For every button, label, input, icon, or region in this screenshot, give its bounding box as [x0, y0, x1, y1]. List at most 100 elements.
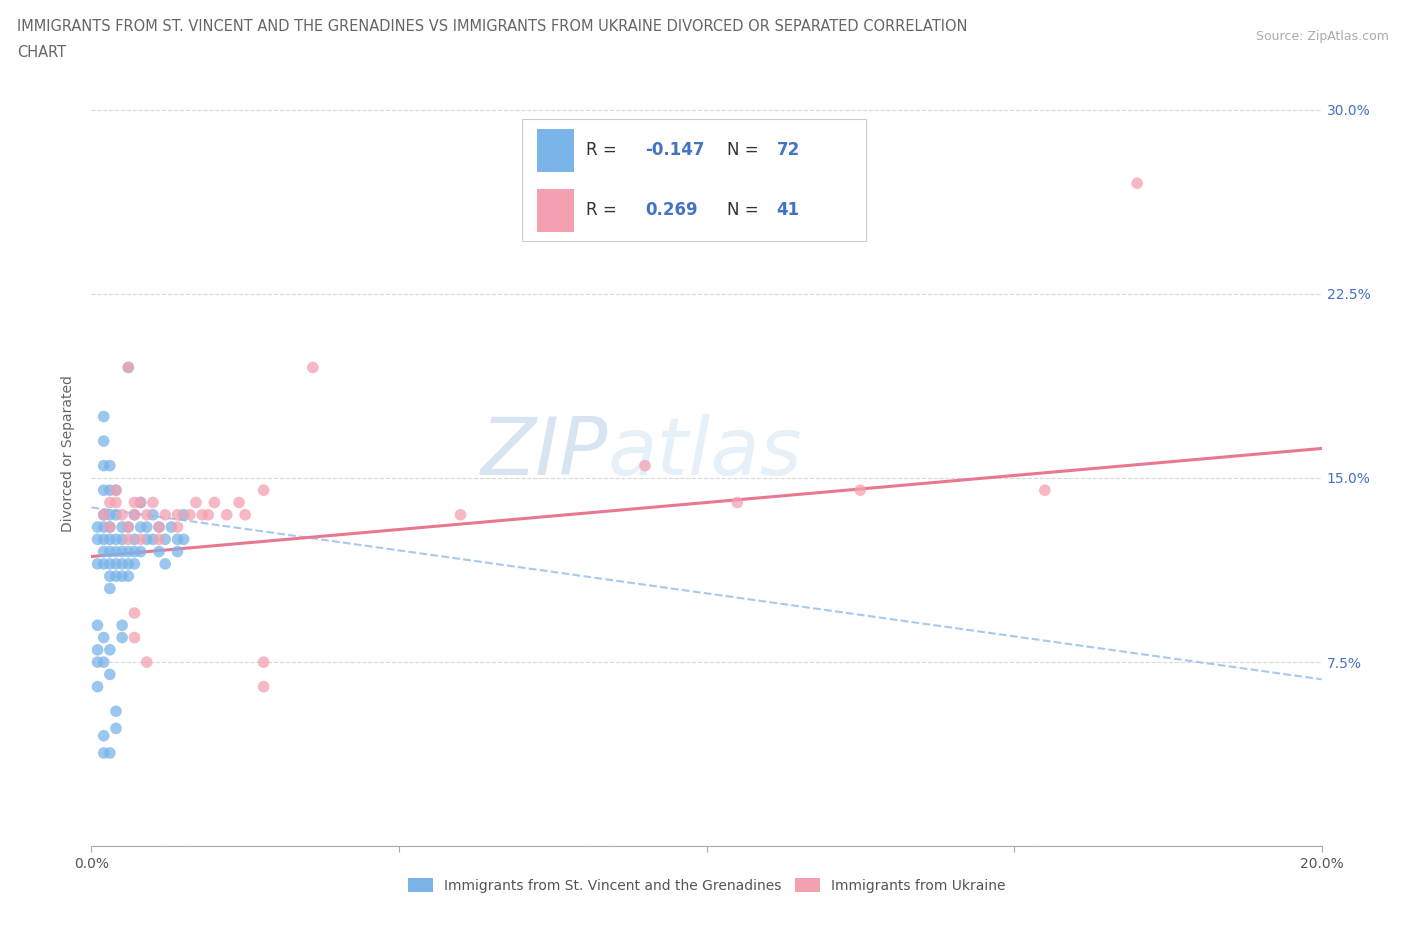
Point [105, 704, 127, 719]
Text: Source: ZipAtlas.com: Source: ZipAtlas.com [1256, 30, 1389, 43]
Point [98, 569, 121, 584]
Point [166, 520, 188, 535]
Point [253, 655, 276, 670]
Point [173, 532, 195, 547]
Point [93, 483, 115, 498]
Point [111, 508, 134, 523]
Point [93, 458, 115, 473]
Point [124, 605, 146, 620]
Point [166, 508, 188, 523]
Point [86, 643, 108, 658]
Point [98, 581, 121, 596]
Point [191, 508, 214, 523]
Point [233, 508, 256, 523]
Point [105, 556, 127, 571]
Point [98, 508, 121, 523]
Point [124, 532, 146, 547]
Point [105, 508, 127, 523]
Text: 72: 72 [776, 141, 800, 159]
Point [98, 520, 121, 535]
Text: -0.147: -0.147 [645, 141, 704, 159]
Text: IMMIGRANTS FROM ST. VINCENT AND THE GRENADINES VS IMMIGRANTS FROM UKRAINE DIVORC: IMMIGRANTS FROM ST. VINCENT AND THE GREN… [17, 19, 967, 33]
Point [98, 746, 121, 761]
Point [148, 532, 170, 547]
Point [117, 532, 139, 547]
Point [86, 679, 108, 694]
Point [449, 508, 471, 523]
FancyBboxPatch shape [537, 129, 574, 172]
Point [111, 520, 134, 535]
Point [98, 544, 121, 559]
Point [124, 544, 146, 559]
Point [148, 520, 170, 535]
Point [105, 483, 127, 498]
Point [153, 556, 177, 571]
Text: R =: R = [586, 141, 621, 159]
Point [105, 483, 127, 498]
Text: R =: R = [586, 201, 621, 219]
Point [93, 508, 115, 523]
Point [129, 544, 152, 559]
Point [135, 508, 157, 523]
Point [117, 520, 139, 535]
Point [93, 508, 115, 523]
Point [105, 495, 127, 510]
Point [124, 495, 146, 510]
Point [135, 655, 157, 670]
Text: atlas: atlas [607, 415, 803, 492]
Point [129, 532, 152, 547]
Point [111, 532, 134, 547]
Point [725, 495, 748, 510]
Point [93, 728, 115, 743]
Point [142, 495, 165, 510]
Point [148, 544, 170, 559]
Point [184, 495, 207, 510]
Point [253, 483, 276, 498]
Point [98, 520, 121, 535]
Point [166, 544, 188, 559]
Point [98, 643, 121, 658]
Point [142, 508, 165, 523]
Point [98, 483, 121, 498]
Point [142, 532, 165, 547]
Point [98, 532, 121, 547]
Y-axis label: Divorced or Separated: Divorced or Separated [62, 375, 76, 532]
Point [634, 458, 657, 473]
Point [98, 458, 121, 473]
Point [93, 532, 115, 547]
Point [124, 508, 146, 523]
Point [93, 409, 115, 424]
Point [98, 556, 121, 571]
Point [117, 569, 139, 584]
Point [111, 618, 134, 632]
Point [166, 532, 188, 547]
Point [148, 520, 170, 535]
Point [93, 746, 115, 761]
Point [111, 556, 134, 571]
Point [215, 508, 238, 523]
Point [849, 483, 872, 498]
Text: 0.269: 0.269 [645, 201, 697, 219]
Text: N =: N = [727, 201, 765, 219]
Text: N =: N = [727, 141, 765, 159]
Point [111, 544, 134, 559]
Point [129, 520, 152, 535]
Point [1126, 176, 1149, 191]
FancyBboxPatch shape [537, 189, 574, 232]
Point [124, 556, 146, 571]
Point [86, 556, 108, 571]
Point [93, 433, 115, 448]
Point [153, 532, 177, 547]
Point [105, 532, 127, 547]
Point [93, 544, 115, 559]
Point [124, 631, 146, 645]
Point [1033, 483, 1056, 498]
Point [105, 544, 127, 559]
Point [93, 520, 115, 535]
Point [98, 495, 121, 510]
Point [117, 360, 139, 375]
Point [173, 508, 195, 523]
Point [202, 495, 225, 510]
Point [129, 495, 152, 510]
Point [117, 360, 139, 375]
